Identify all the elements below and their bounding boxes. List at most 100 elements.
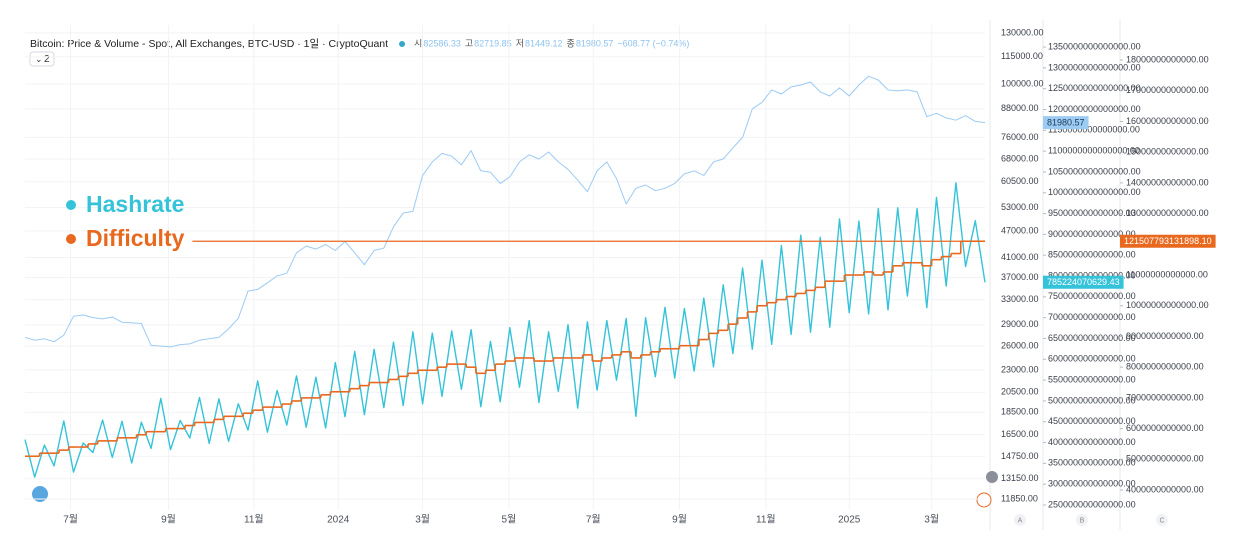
y3-tick-label: 6000000000000.00 — [1126, 423, 1204, 433]
y2-tick-label: 350000000000000.00 — [1048, 458, 1136, 468]
y-tick-label: 37000.00 — [1001, 272, 1039, 282]
y-tick-label: 47000.00 — [1001, 225, 1039, 235]
x-tick-label: 3월 — [924, 514, 939, 526]
collapse-icon: ⌄ — [35, 54, 43, 64]
axis-badge — [1156, 514, 1168, 526]
axis-name: A — [1018, 517, 1023, 524]
y-tick-label: 88000.00 — [1001, 103, 1039, 113]
y2-tick-label: 450000000000000.00 — [1048, 416, 1136, 426]
y2-tick-label: 1300000000000000.00 — [1048, 62, 1141, 72]
collapse-button[interactable]: ⌄ 2 — [29, 51, 55, 67]
y3-tick-label: 14000000000000.00 — [1126, 177, 1209, 187]
y2-tick-label: 550000000000000.00 — [1048, 374, 1136, 384]
x-tick-label: 2025 — [838, 515, 861, 526]
y2-tick-label: 750000000000000.00 — [1048, 291, 1136, 301]
y-tick-label: 11850.00 — [1001, 493, 1038, 503]
y2-tick-label: 900000000000000.00 — [1048, 229, 1136, 239]
y-tick-label: 130000.00 — [1001, 27, 1044, 37]
x-tick-label: 3월 — [415, 514, 430, 526]
y3-tick-label: 11000000000000.00 — [1126, 269, 1208, 279]
y3-tick-label: 4000000000000.00 — [1126, 484, 1204, 494]
y-tick-label: 14750.00 — [1001, 451, 1039, 461]
x-tick-label: 11월 — [756, 514, 776, 526]
ohlc-value: 82586.33 — [423, 38, 461, 48]
legend-dot — [66, 234, 76, 244]
y2-tick-label: 1350000000000000.00 — [1048, 41, 1141, 51]
y2-tick-label: 950000000000000.00 — [1048, 208, 1136, 218]
y3-tick-label: 5000000000000.00 — [1126, 454, 1204, 464]
y3-tick-label: 8000000000000.00 — [1126, 362, 1204, 372]
x-tick-label: 9월 — [672, 514, 687, 526]
y2-tick-label: 1000000000000000.00 — [1048, 187, 1141, 197]
y-tick-label: 60500.00 — [1001, 176, 1039, 186]
y3-tick-label: 7000000000000.00 — [1126, 392, 1204, 402]
y3-tick-label: 10000000000000.00 — [1126, 300, 1209, 310]
tag-box — [1120, 234, 1216, 248]
y-tick-label: 23000.00 — [1001, 364, 1039, 374]
y-tick-label: 13150.00 — [1001, 473, 1039, 483]
x-tick-label: 11월 — [244, 514, 264, 526]
x-tick-label: 9월 — [161, 514, 176, 526]
tag-text: 121507793131898.10 — [1124, 236, 1212, 246]
x-tick-label: 7월 — [586, 514, 601, 526]
y2-tick-label: 1100000000000000.00 — [1048, 146, 1140, 156]
legend-dot — [66, 200, 76, 210]
y2-tick-label: 800000000000000.00 — [1048, 270, 1136, 280]
x-tick-label: 5월 — [501, 514, 516, 526]
y3-tick-label: 16000000000000.00 — [1126, 116, 1209, 126]
x-tick-label: 7월 — [63, 514, 78, 526]
ohlc-value: 81980.57 — [576, 38, 614, 48]
y-tick-label: 53000.00 — [1001, 202, 1039, 212]
axis-name: C — [1159, 517, 1164, 524]
ohlc-label: 시 — [414, 38, 422, 48]
ohlc-label: 고 — [465, 38, 473, 48]
y2-tick-label: 1200000000000000.00 — [1048, 104, 1141, 114]
y2-tick-label: 250000000000000.00 — [1048, 499, 1136, 509]
y3-tick-label: 13000000000000.00 — [1126, 208, 1209, 218]
y2-tick-label: 1250000000000000.00 — [1048, 83, 1141, 93]
event-icon[interactable] — [976, 492, 992, 508]
ohlc-label: 저 — [516, 38, 524, 48]
ohlc-change: −608.77 (−0.74%) — [617, 38, 689, 48]
current-value-tag: 121507793131898.10 — [1120, 234, 1216, 248]
y3-tick-label: 9000000000000.00 — [1126, 331, 1204, 341]
y3-tick-label: 17000000000000.00 — [1126, 85, 1209, 95]
chart-title: Bitcoin: Price & Volume - Spot, All Exch… — [30, 37, 388, 50]
ohlc-value: 82719.85 — [474, 38, 512, 48]
y-tick-label: 115000.00 — [1001, 51, 1043, 61]
y-tick-label: 33000.00 — [1001, 294, 1039, 304]
y2-tick-label: 400000000000000.00 — [1048, 437, 1136, 447]
cloud-badge[interactable] — [32, 486, 48, 502]
cloud-icon[interactable] — [32, 486, 48, 502]
axis-badge — [1014, 514, 1026, 526]
axis-badge — [1076, 514, 1088, 526]
y-tick-label: 20500.00 — [1001, 387, 1039, 397]
y-tick-label: 18500.00 — [1001, 407, 1039, 417]
price-line — [24, 75, 986, 348]
y2-tick-label: 650000000000000.00 — [1048, 333, 1136, 343]
legend-label: Difficulty — [86, 225, 185, 251]
current-value-tag: 81980.57 — [1043, 116, 1089, 130]
y-tick-label: 76000.00 — [1001, 132, 1039, 142]
y2-tick-label: 500000000000000.00 — [1048, 395, 1136, 405]
y2-tick-label: 700000000000000.00 — [1048, 312, 1136, 322]
ohlc-value: 81449.12 — [525, 38, 563, 48]
legend-label: Hashrate — [86, 191, 184, 217]
y2-tick-label: 300000000000000.00 — [1048, 479, 1136, 489]
tag-box — [1043, 116, 1089, 130]
status-dot — [399, 41, 406, 47]
y3-tick-label: 15000000000000.00 — [1126, 147, 1209, 157]
y3-tick-label: 18000000000000.00 — [1126, 54, 1209, 64]
tag-text: 81980.57 — [1047, 118, 1085, 128]
collapse-box[interactable] — [29, 51, 55, 67]
y-tick-label: 16500.00 — [1001, 429, 1039, 439]
y-tick-label: 100000.00 — [1001, 78, 1044, 88]
scroll-handle[interactable] — [986, 471, 998, 483]
x-tick-label: 2024 — [327, 515, 350, 526]
current-value-tag: 785224070629.43 — [1043, 275, 1124, 289]
collapse-count: 2 — [44, 54, 50, 65]
y2-tick-label: 1150000000000000.00 — [1048, 125, 1140, 135]
ohlc-label: 종 — [567, 38, 575, 48]
